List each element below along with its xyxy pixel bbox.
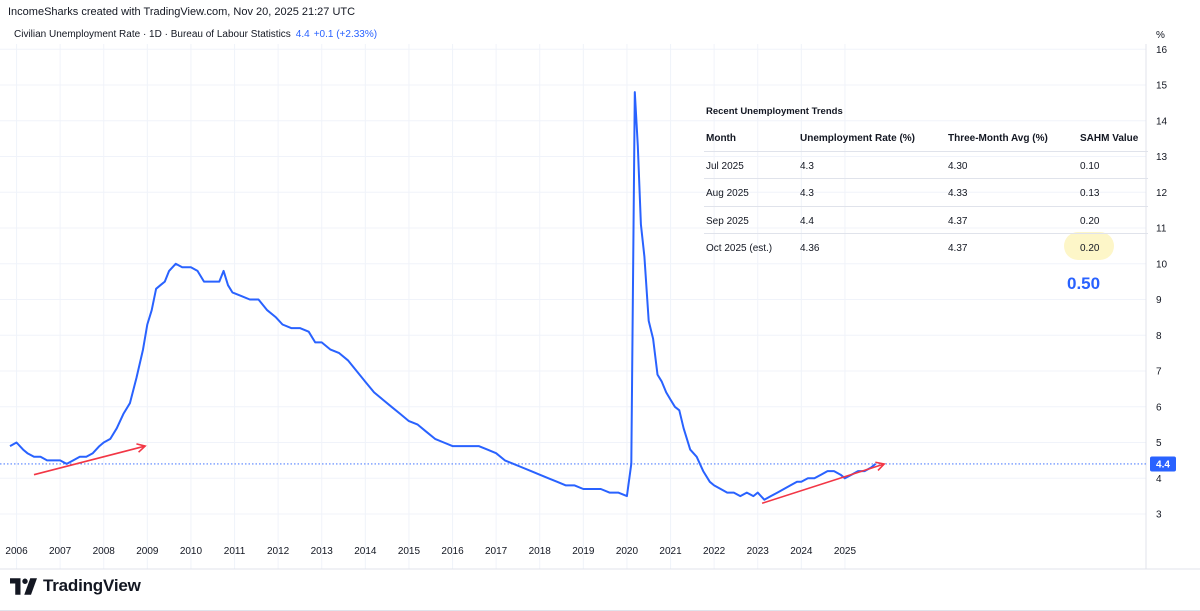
x-tick-label: 2006 (5, 546, 28, 557)
y-tick-label: 4 (1156, 474, 1162, 485)
table-row: Jul 2025 4.3 4.30 0.10 (704, 152, 1148, 179)
x-tick-label: 2024 (790, 546, 813, 557)
tradingview-logo-icon (10, 577, 37, 595)
table-cell: 4.37 (948, 215, 968, 227)
y-tick-label: 11 (1156, 224, 1167, 235)
table-cell: Aug 2025 (706, 188, 749, 199)
x-tick-label: 2010 (180, 546, 203, 557)
symbol-change: +0.1 (+2.33%) (313, 29, 378, 40)
table-cell: 4.37 (948, 243, 968, 254)
x-tick-label: 2017 (485, 546, 508, 557)
time-axis: 2006 2007 2008 2009 2010 2011 2012 2013 2014 2015… (5, 546, 856, 557)
symbol-last-value: 4.4 (295, 29, 310, 40)
table-header-row: Month Unemployment Rate (%) Three-Month … (704, 124, 1148, 152)
current-value-badge: 4.4 (1150, 456, 1176, 472)
x-tick-label: 2009 (136, 546, 159, 557)
trend-arrow-head (875, 461, 886, 472)
table-title: Recent Unemployment Trends (706, 106, 843, 117)
y-tick-label: 15 (1156, 81, 1168, 92)
x-tick-label: 2011 (224, 546, 246, 557)
unemployment-table: Month Unemployment Rate (%) Three-Month … (704, 124, 1148, 262)
chart-credit: IncomeSharks created with TradingView.co… (8, 6, 356, 18)
y-tick-label: 5 (1156, 438, 1162, 449)
sahm-highlight (1064, 232, 1114, 260)
table-cell: 0.20 (1080, 215, 1100, 227)
symbol-legend[interactable]: Civilian Unemployment Rate · 1D · Bureau… (14, 29, 377, 40)
y-tick-label: 10 (1156, 259, 1168, 270)
x-tick-label: 2007 (49, 546, 72, 557)
table-row: Aug 2025 4.3 4.33 0.13 (704, 179, 1148, 207)
y-tick-label: 13 (1156, 152, 1168, 163)
table-cell: 4.3 (800, 188, 814, 199)
x-tick-label: 2022 (703, 546, 726, 557)
y-tick-label: 14 (1156, 116, 1168, 127)
table-cell: 4.3 (800, 160, 814, 172)
grid-lines (0, 44, 1146, 569)
table-header: Month (706, 133, 736, 144)
x-tick-label: 2012 (267, 546, 290, 557)
x-tick-label: 2021 (659, 546, 682, 557)
x-tick-label: 2020 (616, 546, 639, 557)
table-cell: 0.10 (1080, 160, 1100, 172)
y-tick-label: 8 (1156, 331, 1162, 342)
y-tick-label: 12 (1156, 188, 1168, 199)
x-tick-label: 2025 (834, 546, 857, 557)
table-cell: 4.30 (948, 160, 968, 172)
table-cell: 4.33 (948, 188, 968, 199)
x-tick-label: 2008 (93, 546, 116, 557)
current-value-badge-text: 4.4 (1156, 459, 1170, 470)
table-cell: Oct 2025 (est.) (706, 243, 773, 254)
table-row: Oct 2025 (est.) 4.36 4.37 0.20 (704, 234, 1148, 262)
price-axis-unit: % (1156, 30, 1165, 41)
table-cell: Jul 2025 (706, 160, 744, 172)
x-tick-label: 2019 (572, 546, 595, 557)
x-tick-label: 2014 (354, 546, 377, 557)
tradingview-logo[interactable]: TradingView (10, 576, 141, 596)
table-cell: 4.4 (800, 215, 814, 227)
trend-arrow (33, 445, 146, 476)
sahm-total-value: 0.50 (1067, 274, 1101, 293)
table-cell: Sep 2025 (706, 215, 749, 227)
y-tick-label: 7 (1156, 367, 1162, 378)
table-header: SAHM Value (1080, 133, 1139, 144)
table-header: Unemployment Rate (%) (800, 133, 916, 144)
table-cell: 4.36 (800, 243, 820, 254)
tradingview-logo-text: TradingView (43, 576, 141, 595)
table-cell: 0.13 (1080, 188, 1100, 199)
y-tick-label: 3 (1156, 510, 1162, 521)
x-tick-label: 2016 (441, 546, 464, 557)
symbol-title: Civilian Unemployment Rate · 1D · Bureau… (14, 29, 291, 40)
x-tick-label: 2013 (311, 546, 334, 557)
y-tick-label: 9 (1156, 295, 1162, 306)
x-tick-label: 2018 (529, 546, 552, 557)
trend-arrow (761, 463, 885, 505)
price-axis: 3 4 5 6 7 8 9 10 11 12 13 14 15 16 (1156, 45, 1168, 521)
table-header: Three-Month Avg (%) (948, 133, 1048, 144)
table-row: Sep 2025 4.4 4.37 0.20 (704, 207, 1148, 234)
table-cell: 0.20 (1080, 243, 1100, 254)
y-tick-label: 16 (1156, 45, 1168, 56)
trend-arrows (33, 443, 886, 505)
y-tick-label: 6 (1156, 402, 1162, 413)
unemployment-rate-line[interactable] (9, 91, 877, 501)
trend-arrow-head (136, 443, 147, 453)
x-tick-label: 2015 (398, 546, 421, 557)
x-tick-label: 2023 (747, 546, 770, 557)
